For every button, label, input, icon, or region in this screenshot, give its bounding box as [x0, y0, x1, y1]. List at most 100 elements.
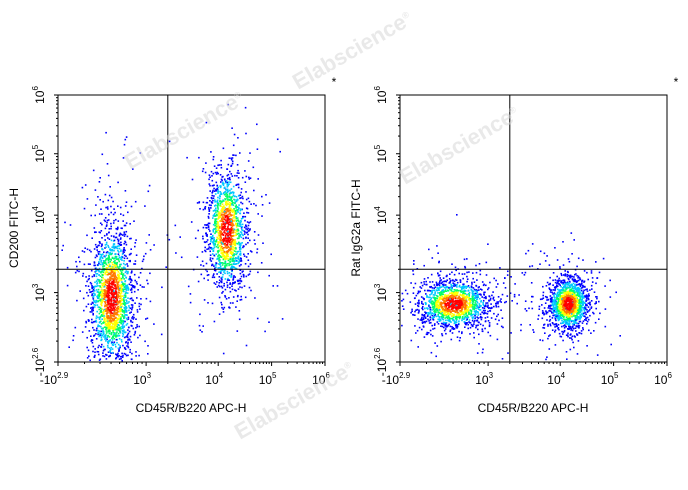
event-dot	[123, 317, 125, 320]
event-dot	[444, 323, 447, 326]
event-dot	[229, 263, 231, 266]
event-dot	[442, 316, 444, 319]
event-dot	[214, 189, 217, 191]
event-dot	[482, 301, 484, 304]
event-dot	[471, 293, 474, 296]
event-dot	[243, 233, 246, 235]
event-dot	[245, 207, 248, 209]
event-dot	[228, 157, 231, 159]
event-dot	[235, 196, 238, 198]
event-dot	[444, 289, 446, 292]
event-dot	[93, 227, 96, 229]
event-dot	[423, 315, 426, 318]
event-dot	[574, 302, 577, 304]
event-dot	[217, 206, 219, 209]
event-dot	[128, 260, 131, 262]
event-dot	[461, 300, 463, 303]
event-dot	[466, 308, 469, 311]
event-dot	[120, 292, 123, 294]
event-dot	[218, 249, 220, 252]
event-dot	[66, 266, 69, 269]
event-dot	[463, 258, 466, 261]
event-dot	[233, 250, 236, 252]
event-dot	[218, 241, 220, 244]
event-dot	[239, 225, 242, 227]
event-dot	[107, 259, 110, 261]
event-dot	[130, 319, 132, 322]
event-dot	[88, 249, 91, 252]
event-dot	[525, 252, 527, 255]
event-dot	[211, 194, 213, 197]
event-dot	[437, 295, 439, 298]
event-dot	[105, 243, 108, 246]
event-dot	[148, 184, 151, 187]
event-dot	[100, 308, 103, 310]
event-dot	[122, 262, 125, 265]
event-dot	[108, 332, 111, 335]
event-dot	[93, 274, 95, 276]
event-dot	[110, 346, 113, 349]
event-dot	[113, 219, 115, 222]
event-dot	[112, 336, 114, 339]
event-dot	[197, 229, 199, 232]
event-dot	[483, 311, 486, 314]
event-dot	[241, 217, 244, 219]
event-dot	[206, 201, 209, 204]
event-dot	[426, 289, 429, 292]
event-dot	[469, 298, 472, 300]
event-dot	[99, 286, 102, 288]
event-dot	[208, 206, 210, 209]
event-dot	[127, 346, 130, 349]
event-dot	[435, 307, 438, 310]
event-dot	[438, 274, 440, 277]
event-dot	[219, 234, 221, 237]
event-dot	[196, 256, 199, 258]
event-dot	[97, 251, 99, 253]
event-dot	[122, 157, 125, 159]
event-dot	[119, 294, 122, 297]
event-dot	[245, 256, 248, 258]
event-dot	[239, 282, 241, 285]
event-dot	[114, 284, 116, 286]
event-dot	[524, 300, 527, 302]
event-dot	[460, 294, 462, 296]
event-dot	[461, 294, 464, 296]
event-dot	[214, 212, 216, 215]
event-dot	[457, 316, 460, 318]
event-dot	[476, 305, 478, 308]
event-dot	[559, 266, 561, 268]
event-dot	[115, 312, 118, 315]
event-dot	[212, 234, 214, 237]
event-dot	[113, 314, 115, 317]
event-dot	[108, 194, 111, 197]
event-dot	[115, 280, 118, 282]
event-dot	[456, 214, 458, 216]
event-dot	[421, 319, 423, 321]
event-dot	[564, 274, 567, 277]
event-dot	[237, 280, 239, 283]
event-dot	[469, 304, 471, 306]
event-dot	[216, 250, 219, 252]
event-dot	[228, 215, 231, 218]
event-dot	[119, 287, 121, 290]
event-dot	[239, 299, 242, 301]
event-dot	[458, 295, 460, 298]
event-dot	[562, 313, 564, 315]
event-dot	[488, 325, 491, 328]
event-dot	[434, 313, 437, 316]
event-dot	[232, 263, 235, 265]
event-dot	[245, 198, 248, 201]
event-dot	[98, 359, 101, 361]
event-dot	[245, 232, 248, 234]
event-dot	[227, 230, 229, 233]
event-dot	[233, 275, 235, 277]
event-dot	[129, 277, 131, 280]
event-dot	[94, 320, 96, 323]
event-dot	[180, 256, 183, 259]
event-dot	[434, 286, 437, 288]
event-dot	[110, 326, 113, 328]
tick-base: 10	[259, 373, 273, 387]
event-dot	[114, 323, 117, 326]
event-dot	[98, 253, 101, 256]
event-dot	[245, 175, 248, 178]
